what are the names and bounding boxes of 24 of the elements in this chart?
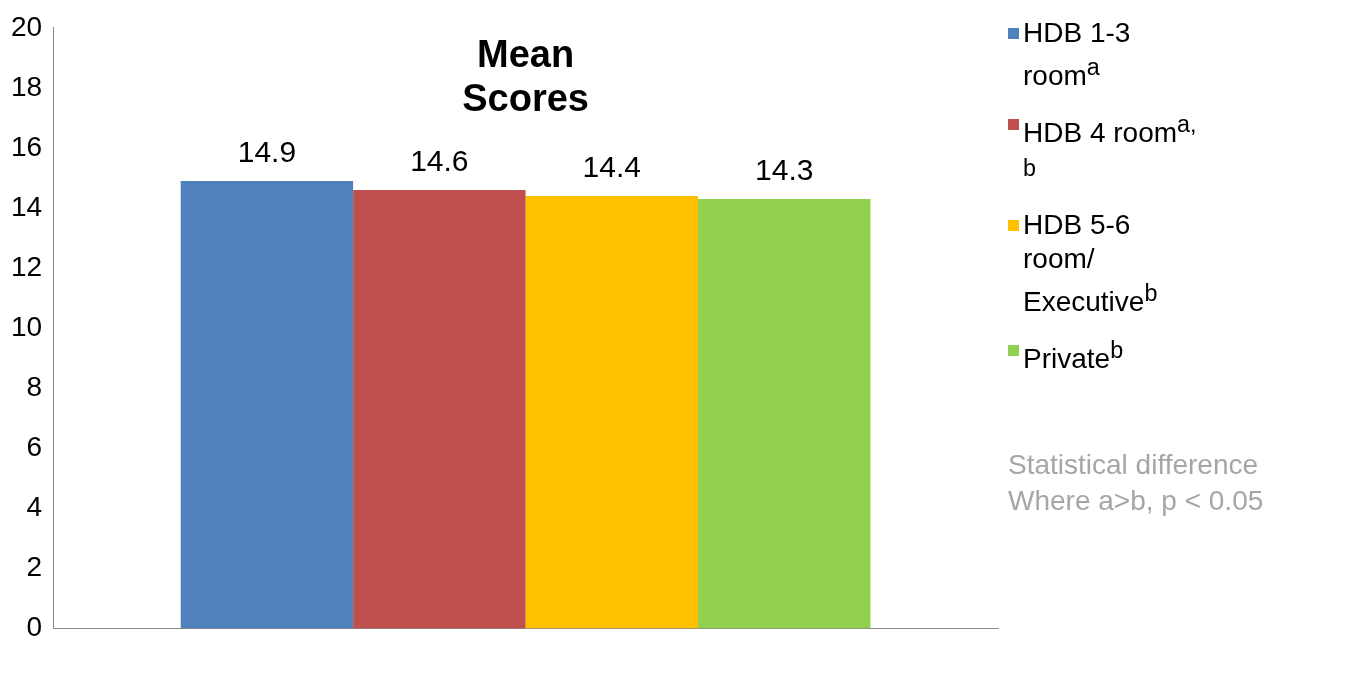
text: Statistical difference Where a>b, p < 0.05 xyxy=(1008,447,1265,518)
y-tick-label: 12 xyxy=(10,250,43,282)
data-label: 14.9 xyxy=(237,135,297,169)
bar xyxy=(525,195,699,629)
data-label: 14.4 xyxy=(582,150,641,184)
text: Mean Scores xyxy=(462,33,589,120)
y-tick-label: 18 xyxy=(10,70,43,102)
y-tick-label: 8 xyxy=(26,370,43,402)
data-label: 14.6 xyxy=(410,144,469,178)
y-tick-label: 0 xyxy=(26,611,43,643)
y-tick-label: 2 xyxy=(26,551,43,583)
y-tick-label: 6 xyxy=(26,430,43,462)
y-tick-label: 14 xyxy=(10,190,43,222)
data-label: 14.3 xyxy=(755,153,814,187)
bar xyxy=(698,198,871,629)
bar xyxy=(180,180,354,629)
y-tick-label: 16 xyxy=(10,130,43,162)
y-tick-label: 10 xyxy=(10,310,43,342)
legend-label: Private$^{b}$ xyxy=(1023,336,1125,377)
legend-label: HDB 5-6 room/ Executive$^{b}$ xyxy=(1023,208,1159,320)
y-tick-label: 20 xyxy=(10,10,43,42)
bar xyxy=(353,189,526,629)
y-tick-label: 4 xyxy=(26,491,43,522)
legend-label: HDB 1-3 room$^{a}$ xyxy=(1023,16,1132,94)
